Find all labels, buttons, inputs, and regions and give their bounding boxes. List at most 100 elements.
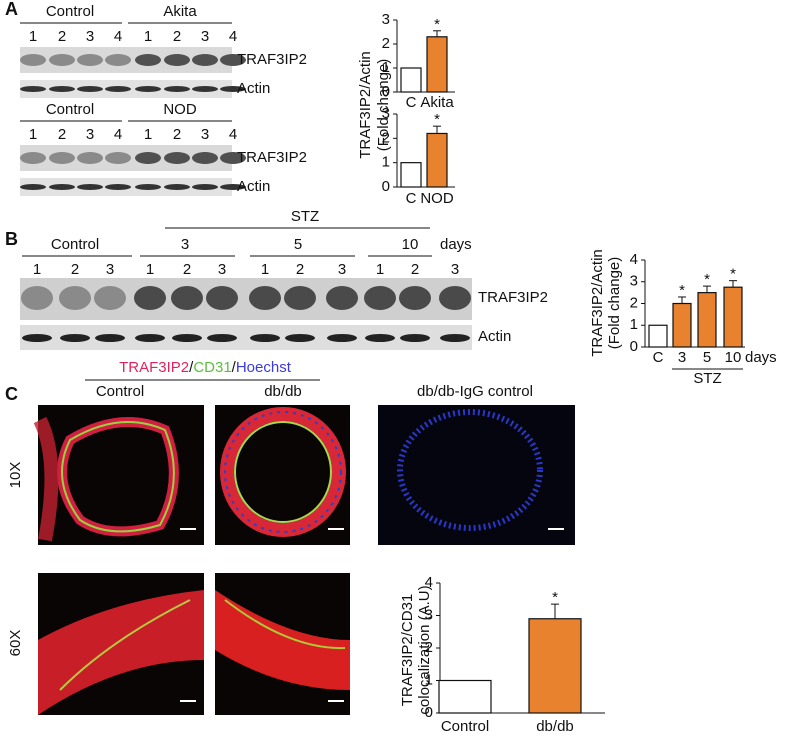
stain-part: Hoechst	[236, 359, 292, 376]
band-label: TRAF3IP2	[237, 51, 307, 68]
stain-part: CD31	[193, 359, 231, 376]
micrograph	[33, 405, 204, 545]
y-tick-label: 3	[382, 11, 390, 28]
band	[135, 54, 161, 66]
band-label: TRAF3IP2	[237, 149, 307, 166]
y-axis-label: colocalization (A.U)	[416, 585, 433, 714]
band	[326, 286, 358, 310]
bar	[723, 286, 743, 348]
band	[327, 334, 357, 342]
group-label: Akita	[163, 3, 197, 20]
lane-number: 1	[29, 28, 37, 45]
band	[207, 334, 237, 342]
band	[164, 54, 190, 66]
panel-label: B	[5, 229, 18, 249]
band	[164, 86, 190, 92]
lane-number: 4	[114, 28, 122, 45]
y-tick-label: 0	[382, 83, 390, 100]
band	[164, 184, 190, 190]
x-tick-label: 10	[725, 349, 742, 366]
group-label: Control	[46, 101, 94, 118]
band	[105, 184, 131, 190]
y-tick-label: 2	[382, 129, 390, 146]
band	[94, 286, 126, 310]
dose-label: 3	[181, 236, 189, 253]
band	[192, 54, 218, 66]
band	[400, 334, 430, 342]
y-tick-label: 4	[425, 574, 433, 591]
lane-number: 3	[201, 28, 209, 45]
band	[220, 54, 246, 66]
group-label: Control	[51, 236, 99, 253]
band	[105, 86, 131, 92]
y-tick-label: 1	[382, 59, 390, 76]
lane-number: 2	[183, 261, 191, 278]
x-tick-label: C	[653, 349, 664, 366]
band	[135, 86, 161, 92]
lane-number: 3	[86, 126, 94, 143]
bar	[697, 292, 717, 348]
band	[135, 334, 165, 342]
y-axis-label: TRAF3IP2/Actin	[589, 249, 606, 357]
band	[49, 152, 75, 164]
band	[135, 184, 161, 190]
significance: *	[704, 271, 710, 288]
band	[49, 184, 75, 190]
band	[399, 286, 431, 310]
lane-number: 2	[58, 28, 66, 45]
lane-number: 3	[86, 28, 94, 45]
y-axis-label: (Fold change)	[375, 59, 392, 152]
y-axis-label: TRAF3IP2/CD31	[399, 594, 416, 707]
band	[49, 54, 75, 66]
lane-number: 2	[296, 261, 304, 278]
band	[364, 286, 396, 310]
lane-number: 3	[218, 261, 226, 278]
y-tick-label: 0	[630, 338, 638, 355]
band	[171, 286, 203, 310]
y-tick-label: 1	[425, 671, 433, 688]
band	[135, 152, 161, 164]
column-label: Control	[96, 383, 144, 400]
y-tick-label: 3	[425, 606, 433, 623]
lane-number: 2	[173, 126, 181, 143]
micrograph	[215, 573, 350, 715]
band-label: Actin	[237, 178, 270, 195]
band	[285, 334, 315, 342]
band-label: Actin	[237, 80, 270, 97]
y-tick-label: 2	[425, 639, 433, 656]
stain-part: TRAF3IP2	[119, 359, 189, 376]
band	[134, 286, 166, 310]
lane-number: 1	[29, 126, 37, 143]
significance: *	[552, 589, 558, 606]
band-label: Actin	[478, 328, 511, 345]
band	[220, 86, 246, 92]
bar	[528, 618, 582, 714]
band	[21, 286, 53, 310]
band	[439, 286, 471, 310]
band	[250, 334, 280, 342]
x-tick-label: db/db	[536, 718, 574, 735]
lane-number: 4	[229, 126, 237, 143]
bar	[426, 132, 448, 188]
band	[77, 184, 103, 190]
column-label: db/db	[264, 383, 302, 400]
lane-number: 1	[144, 28, 152, 45]
band	[164, 152, 190, 164]
bar	[438, 679, 492, 714]
x-tick-label: 5	[703, 349, 711, 366]
group-label: STZ	[693, 370, 721, 387]
dose-label: 5	[294, 236, 302, 253]
x-tick-label: NOD	[420, 190, 454, 207]
band-label: TRAF3IP2	[478, 289, 548, 306]
group-label: NOD	[163, 101, 197, 118]
magnification-label: 10X	[7, 462, 24, 489]
band	[20, 54, 46, 66]
lane-number: 4	[114, 126, 122, 143]
bar	[648, 324, 668, 348]
panel-label: A	[5, 0, 18, 19]
lane-number: 4	[229, 28, 237, 45]
lane-number: 1	[33, 261, 41, 278]
band	[59, 286, 91, 310]
column-label: db/db-IgG control	[417, 383, 533, 400]
x-tick-label: 3	[678, 349, 686, 366]
